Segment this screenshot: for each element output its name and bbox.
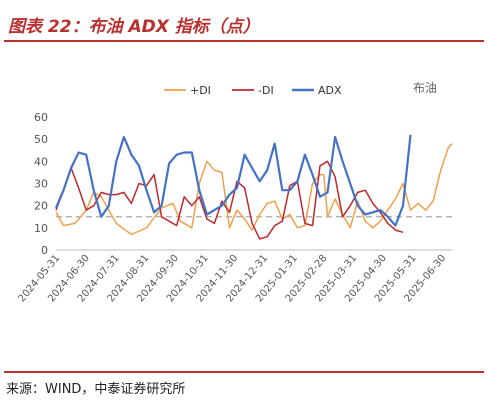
series-line-di xyxy=(55,160,404,240)
legend-label: ADX xyxy=(318,84,342,97)
y-tick-label: 60 xyxy=(34,111,48,124)
chart: 0 10 20 30 40 50 60 2024-05-312024-06-302024-0… xyxy=(17,81,453,304)
y-tick-label: 50 xyxy=(34,133,48,146)
legend-label: -DI xyxy=(258,84,274,97)
legend: +DI -DI ADX xyxy=(164,84,342,97)
y-axis: 0 10 20 30 40 50 60 xyxy=(34,111,452,257)
title-rule xyxy=(4,40,484,42)
page-title: 图表 22：布油 ADX 指标（点） xyxy=(8,17,260,37)
y-tick-label: 30 xyxy=(34,178,48,191)
title-bar: 图表 22：布油 ADX 指标（点） xyxy=(4,8,484,42)
x-axis: 2024-05-312024-06-302024-07-312024-08-31… xyxy=(17,249,452,304)
series-group xyxy=(54,134,453,240)
y-tick-label: 40 xyxy=(34,155,48,168)
y-tick-label: 10 xyxy=(34,222,48,235)
chart-annotation: 布油 xyxy=(413,81,437,95)
series-line-adx xyxy=(54,134,412,227)
y-tick-label: 0 xyxy=(41,244,48,257)
bottom-rule xyxy=(4,371,484,373)
y-tick-label: 20 xyxy=(34,200,48,213)
source-note: 来源：WIND，中泰证券研究所 xyxy=(6,382,186,397)
legend-label: +DI xyxy=(190,84,211,97)
